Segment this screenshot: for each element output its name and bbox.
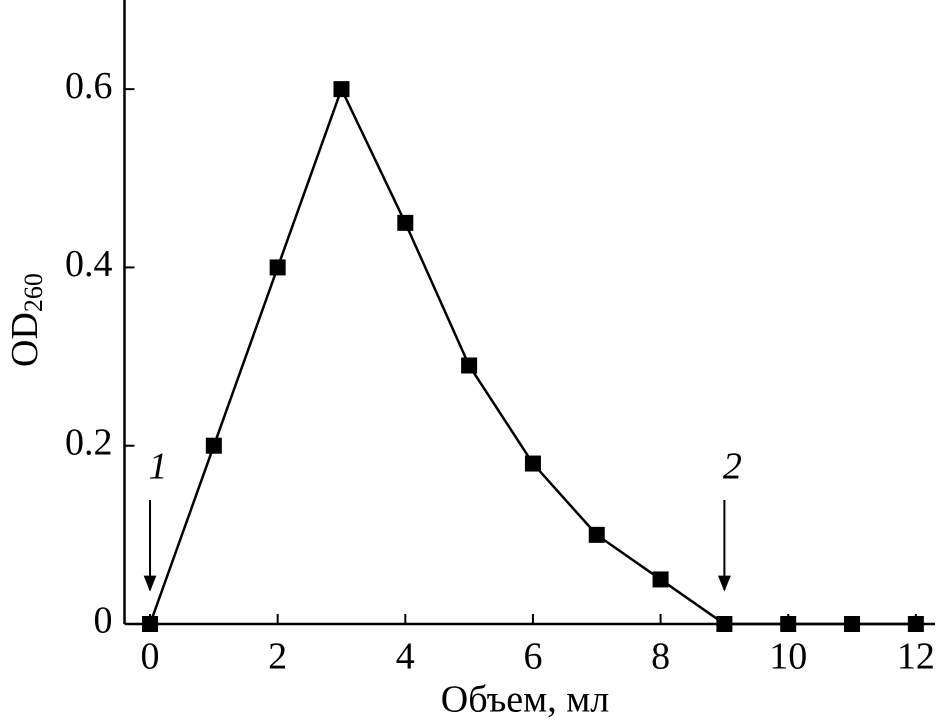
- x-tick-label: 10: [769, 636, 807, 678]
- x-axis-label: Объем, мл: [441, 679, 609, 721]
- y-tick-label: 0: [94, 600, 113, 642]
- annotation-label: 1: [149, 446, 168, 488]
- data-point: [716, 616, 733, 632]
- annotation-label: 2: [723, 446, 742, 488]
- x-tick-label: 4: [396, 636, 415, 678]
- x-tick-label: 2: [268, 636, 287, 678]
- data-point: [780, 616, 797, 632]
- data-point: [524, 455, 541, 472]
- data-point: [461, 357, 478, 374]
- x-tick-label: 12: [897, 636, 935, 678]
- data-point: [269, 259, 286, 276]
- data-point: [397, 214, 414, 231]
- y-tick-label: 0.2: [65, 421, 113, 463]
- data-point: [844, 616, 861, 632]
- data-point: [205, 437, 222, 454]
- y-tick-label: 0.6: [65, 65, 113, 107]
- data-point: [333, 81, 350, 98]
- data-point: [907, 616, 924, 632]
- y-axis-label: OD260: [4, 273, 48, 367]
- data-line: [148, 85, 916, 626]
- data-point: [588, 526, 605, 543]
- x-tick-label: 8: [651, 636, 670, 678]
- data-point: [142, 616, 159, 632]
- y-axis-label-subscript: 260: [19, 273, 48, 312]
- x-tick-label: 0: [141, 636, 160, 678]
- x-tick-label: 6: [523, 636, 542, 678]
- y-tick-label: 0.4: [65, 243, 113, 285]
- y-axis-label-main: OD: [4, 312, 46, 367]
- data-point: [652, 571, 669, 588]
